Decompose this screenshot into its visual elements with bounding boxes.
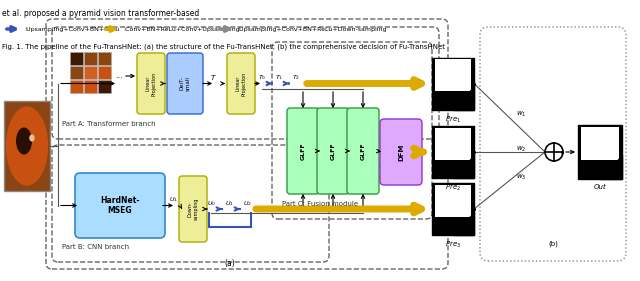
Polygon shape <box>453 86 474 110</box>
Bar <box>435 128 471 160</box>
Text: $T_1$: $T_1$ <box>275 74 283 82</box>
Bar <box>70 66 83 79</box>
Text: $T_2$: $T_2$ <box>292 74 300 82</box>
FancyBboxPatch shape <box>347 108 379 194</box>
Text: Out: Out <box>594 184 606 190</box>
Text: T: T <box>211 74 215 80</box>
Text: $U_2$: $U_2$ <box>243 199 252 208</box>
Text: DeiT-
small: DeiT- small <box>180 76 191 91</box>
Text: $w_1$: $w_1$ <box>516 110 526 119</box>
Text: (a): (a) <box>225 259 236 268</box>
Bar <box>70 80 83 93</box>
Bar <box>435 59 471 91</box>
Text: :Conv+BN+ReLu+Conv+Upsampling: :Conv+BN+ReLu+Conv+Upsampling <box>123 26 240 31</box>
Text: Part C: Fusion module: Part C: Fusion module <box>282 201 358 207</box>
FancyBboxPatch shape <box>179 176 207 242</box>
Text: $U_1$: $U_1$ <box>168 196 177 204</box>
Bar <box>432 183 474 235</box>
Text: HardNet-
MSEG: HardNet- MSEG <box>100 196 140 215</box>
Bar <box>84 66 97 79</box>
Bar <box>98 66 111 79</box>
Polygon shape <box>600 155 622 179</box>
Text: :Upsampling+Conv+BN+ReLu: :Upsampling+Conv+BN+ReLu <box>24 26 120 31</box>
Text: Pre$_3$: Pre$_3$ <box>445 240 461 250</box>
Bar <box>84 80 97 93</box>
Text: $U_1$: $U_1$ <box>225 199 234 208</box>
Text: $T_0$: $T_0$ <box>258 74 266 82</box>
FancyBboxPatch shape <box>317 108 349 194</box>
Text: GLFF: GLFF <box>301 142 305 160</box>
Polygon shape <box>453 212 474 235</box>
Bar <box>70 52 83 65</box>
FancyBboxPatch shape <box>75 173 165 238</box>
Text: et al. proposed a pyramid vision transformer-based: et al. proposed a pyramid vision transfo… <box>2 9 199 18</box>
Text: Pre$_1$: Pre$_1$ <box>445 114 461 125</box>
Text: $w_2$: $w_2$ <box>516 144 526 154</box>
Bar <box>581 127 619 160</box>
Text: Down-
sampling: Down- sampling <box>188 198 198 220</box>
FancyBboxPatch shape <box>227 53 255 114</box>
Bar <box>435 185 471 217</box>
Bar <box>578 125 622 179</box>
FancyBboxPatch shape <box>287 108 319 194</box>
Text: GLFF: GLFF <box>360 142 365 160</box>
Text: $U_0$: $U_0$ <box>207 199 216 208</box>
Text: Pre$_2$: Pre$_2$ <box>445 183 461 193</box>
Ellipse shape <box>6 106 48 185</box>
Bar <box>98 52 111 65</box>
Text: (b): (b) <box>548 241 558 247</box>
Text: GLFF: GLFF <box>330 142 335 160</box>
Text: Linear
Projection: Linear Projection <box>236 71 246 96</box>
Text: ...: ... <box>115 71 123 80</box>
Text: Linear
Projection: Linear Projection <box>146 71 156 96</box>
Text: :Upsampling+Conv+BN+ReLu+Down-sampling: :Upsampling+Conv+BN+ReLu+Down-sampling <box>237 26 387 31</box>
Text: Part B: CNN branch: Part B: CNN branch <box>62 244 129 250</box>
Text: $w_3$: $w_3$ <box>516 173 527 182</box>
Ellipse shape <box>29 134 35 142</box>
Text: Part A: Transformer branch: Part A: Transformer branch <box>62 121 156 127</box>
Text: DFM: DFM <box>398 143 404 161</box>
Bar <box>4 101 50 191</box>
Ellipse shape <box>16 128 32 155</box>
Bar <box>432 126 474 178</box>
Polygon shape <box>453 155 474 178</box>
Bar <box>98 80 111 93</box>
Text: Fig. 1. The pipeline of the Fu-TransHNet: (a) the structure of the Fu-TransHNet;: Fig. 1. The pipeline of the Fu-TransHNet… <box>2 44 445 51</box>
FancyBboxPatch shape <box>380 119 422 185</box>
Bar <box>432 58 474 110</box>
FancyBboxPatch shape <box>167 53 203 114</box>
Bar <box>84 52 97 65</box>
FancyBboxPatch shape <box>137 53 165 114</box>
